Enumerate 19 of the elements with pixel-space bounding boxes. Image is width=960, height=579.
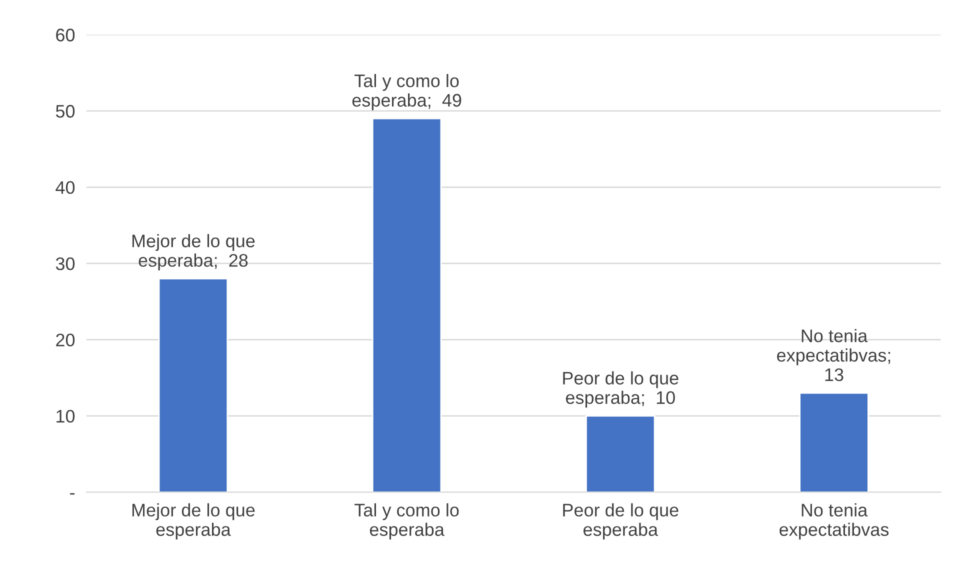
y-tick-label: 60	[56, 28, 75, 42]
y-tick-label: 50	[56, 104, 75, 118]
x-tick-label: No tenia expectatibvas	[780, 503, 889, 540]
y-tick-label: 30	[56, 257, 75, 270]
data-label: No tenia expectatibvas; 13	[777, 328, 890, 382]
bar	[799, 392, 869, 492]
data-label: Mejor de lo que esperaba; 28	[132, 234, 255, 270]
x-tick-label: Tal y como lo esperaba	[354, 503, 459, 540]
bar	[372, 118, 442, 492]
x-tick-label: Peor de lo que esperaba	[563, 503, 678, 540]
x-tick-label: Mejor de lo que esperaba	[132, 503, 255, 540]
data-label: Peor de lo que esperaba; 10	[563, 371, 678, 408]
y-tick-label: 10	[56, 410, 75, 423]
bar	[586, 415, 656, 492]
data-label: Tal y como lo esperaba; 49	[352, 74, 462, 110]
y-tick-label: -	[70, 493, 74, 495]
y-tick-label: 40	[56, 181, 75, 194]
y-tick-label: 20	[56, 334, 75, 346]
bar	[158, 278, 228, 492]
